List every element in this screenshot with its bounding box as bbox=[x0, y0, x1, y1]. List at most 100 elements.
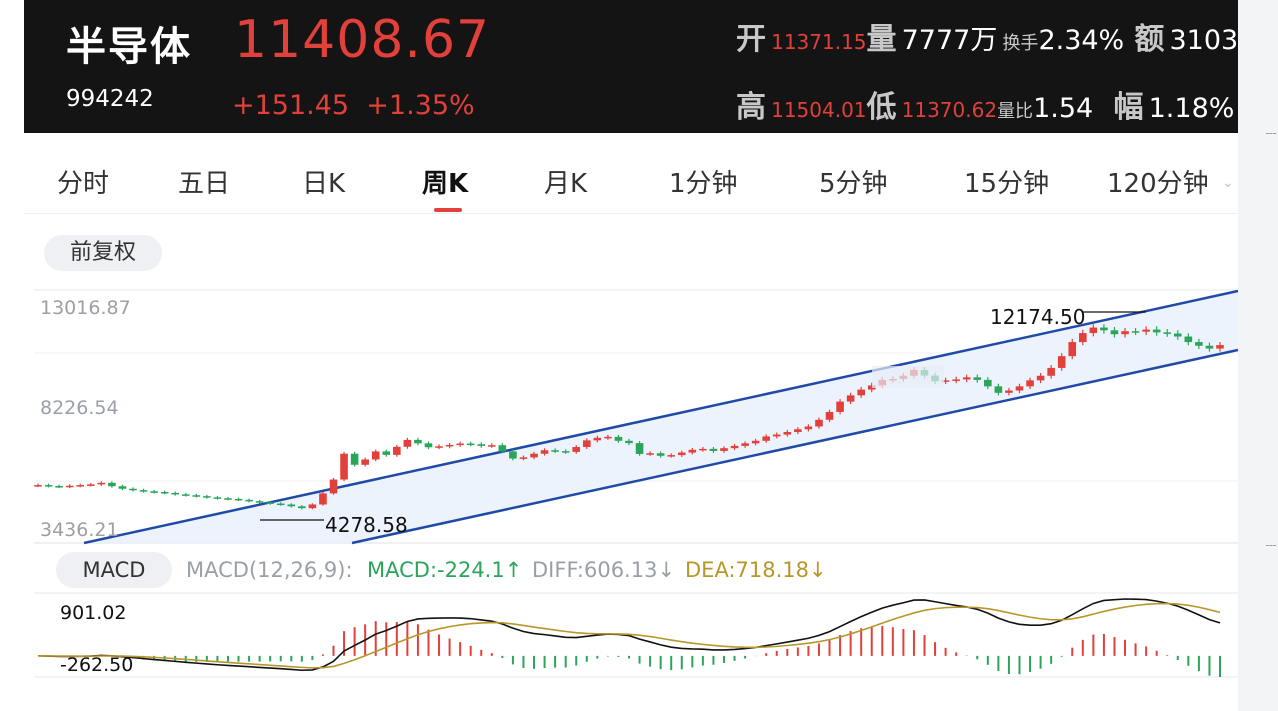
candle-body bbox=[815, 419, 823, 427]
macd-value: MACD:-224.1↑ bbox=[367, 558, 523, 582]
amplitude-value: 1.18% bbox=[1148, 93, 1235, 124]
candle-body bbox=[582, 440, 591, 448]
turnover-label: 换手 bbox=[1002, 33, 1039, 54]
candle-body bbox=[677, 452, 686, 456]
macd-axis-min: -262.50 bbox=[60, 654, 134, 676]
high-label: 高 bbox=[736, 90, 766, 125]
tab-1min[interactable]: 1分钟 bbox=[669, 169, 738, 199]
candle-body bbox=[1131, 331, 1140, 333]
volume-ratio-label: 量比 bbox=[997, 101, 1034, 122]
candle-body bbox=[952, 379, 960, 381]
candle-body bbox=[466, 443, 475, 446]
candle-body bbox=[1152, 329, 1161, 333]
volume-label: 量 bbox=[866, 22, 897, 57]
diff-line bbox=[37, 598, 1221, 672]
candle-body bbox=[276, 503, 285, 506]
candle-body bbox=[234, 498, 243, 501]
side-panel-edge bbox=[1238, 0, 1278, 711]
candle-body bbox=[361, 459, 369, 465]
candle-body bbox=[224, 498, 232, 500]
candle-body bbox=[340, 453, 348, 480]
candle-body bbox=[382, 451, 391, 455]
tab-120min[interactable]: 120分钟 bbox=[1107, 169, 1209, 199]
candle-body bbox=[76, 485, 85, 487]
macd-axis-max: 901.02 bbox=[60, 602, 127, 624]
open-label: 开 bbox=[736, 22, 766, 57]
candle-body bbox=[509, 451, 517, 459]
candle-body bbox=[1036, 375, 1045, 381]
candle-body bbox=[656, 453, 665, 456]
candle-body bbox=[772, 434, 781, 437]
kline-chart[interactable]: 13016.87 8226.54 3436.21 12174.50 4278.5… bbox=[24, 289, 1238, 545]
dea-value: DEA:718.18↓ bbox=[685, 558, 827, 582]
amplitude-label: 幅 bbox=[1113, 90, 1144, 125]
candle-body bbox=[350, 453, 359, 465]
candle-body bbox=[1110, 330, 1119, 335]
stock-detail-app: 半导体 994242 11408.67 +151.45 +1.35% 开 113… bbox=[24, 0, 1238, 711]
candle-body bbox=[688, 449, 697, 453]
y-axis-mid: 8226.54 bbox=[40, 397, 119, 419]
adjust-mode-button[interactable]: 前复权 bbox=[44, 235, 162, 271]
price-change: +151.45 +1.35% bbox=[232, 90, 475, 121]
candle-body bbox=[393, 446, 401, 455]
candle-body bbox=[488, 445, 496, 447]
candle-body bbox=[44, 485, 53, 487]
candle-body bbox=[804, 426, 813, 430]
diff-value: DIFF:606.13↓ bbox=[532, 558, 676, 582]
candle-body bbox=[435, 446, 443, 448]
stats-row-1: 开 11371.15量 7777万 换手2.34% 额 3103 bbox=[736, 14, 1238, 58]
chevron-down-icon[interactable]: ⌄ bbox=[1222, 175, 1234, 191]
tab-5min[interactable]: 5分钟 bbox=[819, 169, 888, 199]
edge-marker bbox=[1266, 133, 1276, 134]
indicator-select-button[interactable]: MACD bbox=[56, 552, 172, 588]
candle-body bbox=[1005, 390, 1013, 393]
candle-body bbox=[456, 443, 464, 446]
candle-body bbox=[139, 490, 148, 492]
candle-body bbox=[1173, 333, 1182, 337]
y-axis-max: 13016.87 bbox=[40, 297, 131, 319]
candle-body bbox=[1163, 332, 1172, 334]
candle-body bbox=[245, 499, 253, 502]
tab-daily-k[interactable]: 日K bbox=[302, 169, 346, 199]
kline-canvas bbox=[34, 289, 1238, 545]
candle-body bbox=[519, 457, 528, 459]
candle-body bbox=[614, 436, 623, 441]
high-annotation: 12174.50 bbox=[990, 305, 1086, 329]
candle-body bbox=[1068, 342, 1077, 357]
candle-body bbox=[213, 497, 222, 499]
high-value: 11504.01 bbox=[771, 98, 867, 122]
low-annotation: 4278.58 bbox=[325, 513, 408, 537]
candle-body bbox=[667, 455, 676, 457]
candle-body bbox=[308, 504, 317, 509]
current-price: 11408.67 bbox=[234, 10, 491, 70]
tab-15min[interactable]: 15分钟 bbox=[964, 169, 1050, 199]
channel-lower-line bbox=[351, 348, 1238, 545]
candle-body bbox=[1216, 345, 1224, 349]
tab-monthly-k[interactable]: 月K bbox=[544, 169, 588, 199]
tab-intraday[interactable]: 分时 bbox=[57, 169, 110, 199]
tab-weekly-k[interactable]: 周K bbox=[422, 169, 469, 199]
candle-body bbox=[477, 444, 486, 446]
change-amount: +151.45 bbox=[232, 90, 350, 121]
candle-body bbox=[836, 401, 844, 412]
stats-row-2: 高 11504.01低 11370.62量比1.54 幅 1.18% bbox=[736, 82, 1234, 126]
candle-body bbox=[171, 492, 179, 495]
macd-chart[interactable]: 901.02 -262.50 bbox=[24, 591, 1238, 711]
candle-body bbox=[984, 379, 992, 387]
candle-body bbox=[540, 450, 549, 454]
candle-body bbox=[646, 453, 654, 455]
candle-body bbox=[424, 443, 433, 448]
quote-header: 半导体 994242 11408.67 +151.45 +1.35% 开 113… bbox=[24, 0, 1238, 133]
candle-body bbox=[1195, 342, 1203, 346]
candle-body bbox=[720, 448, 728, 451]
macd-params: MACD(12,26,9): bbox=[186, 558, 353, 582]
tab-five-day[interactable]: 五日 bbox=[178, 169, 231, 199]
candle-body bbox=[1015, 386, 1024, 391]
candle-body bbox=[1057, 356, 1066, 368]
dea-line bbox=[37, 602, 1221, 669]
candle-body bbox=[181, 494, 190, 496]
index-name: 半导体 bbox=[66, 24, 192, 70]
candle-body bbox=[1079, 333, 1087, 343]
candle-body bbox=[857, 389, 865, 396]
channel-upper-line bbox=[83, 289, 1238, 545]
